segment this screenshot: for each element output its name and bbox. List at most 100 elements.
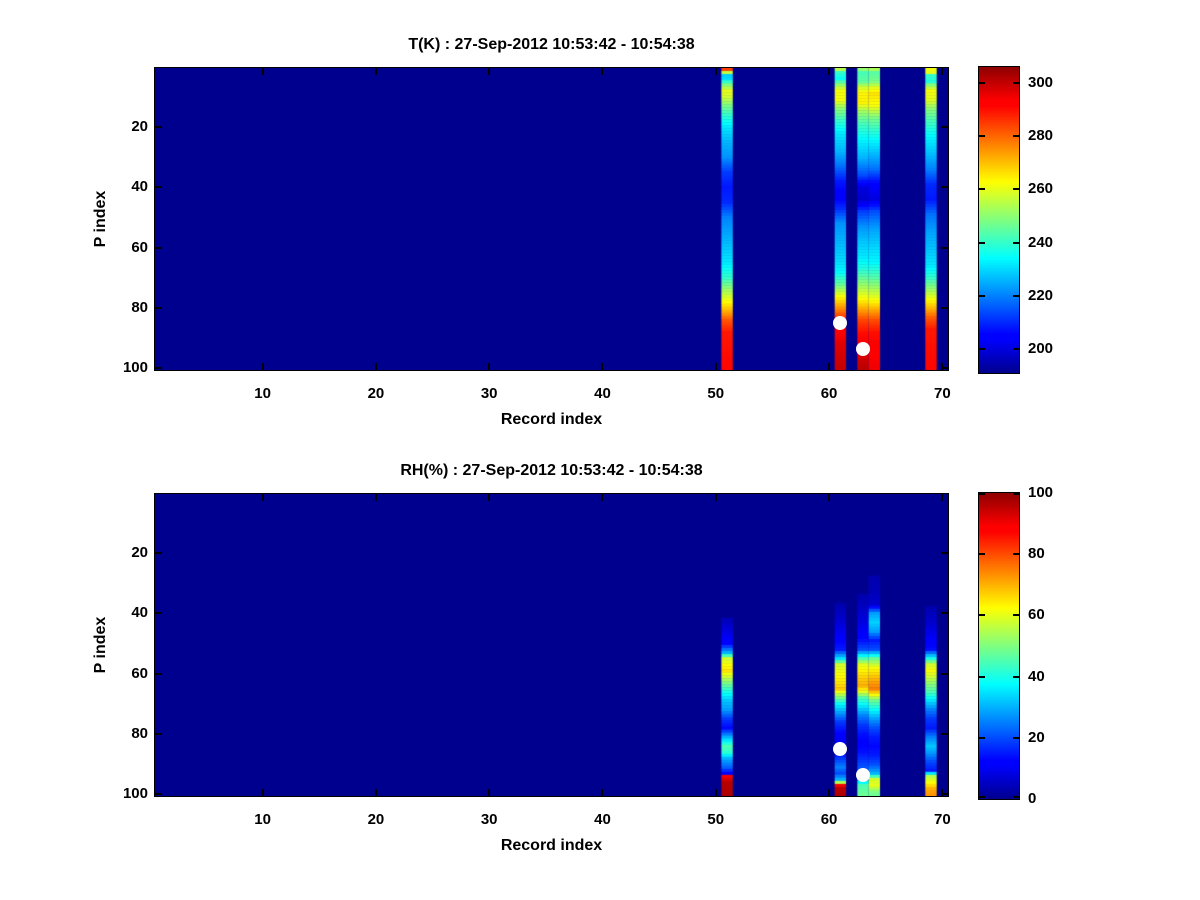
colorbar-tick-mark: [979, 736, 985, 739]
colorbar-tick-mark: [1013, 736, 1019, 739]
colorbar-tick-mark: [1013, 614, 1019, 617]
colorbar-tick-label: 0: [1028, 790, 1037, 807]
y-tick-mark: [941, 733, 948, 736]
observation-marker-dot: [833, 742, 848, 757]
y-tick-mark: [155, 246, 162, 249]
x-tick-label: 30: [480, 811, 498, 828]
temperature-x-axis-label: Record index: [500, 411, 603, 428]
x-tick-label: 60: [820, 385, 838, 402]
x-tick-mark: [828, 789, 831, 796]
colorbar-tick-mark: [979, 553, 985, 556]
x-tick-label: 60: [820, 811, 838, 828]
x-tick-label: 50: [707, 811, 725, 828]
x-tick-mark: [941, 363, 944, 370]
y-tick-label: 60: [131, 238, 148, 256]
colorbar-tick-mark: [979, 81, 985, 84]
colorbar-tick-label: 20: [1028, 728, 1045, 746]
x-tick-mark: [601, 494, 604, 501]
x-tick-mark: [374, 363, 377, 370]
y-tick-mark: [155, 307, 162, 310]
humidity-colorbar: [978, 492, 1020, 800]
colorbar-tick-mark: [1013, 493, 1019, 495]
x-tick-label: 40: [594, 811, 611, 828]
y-tick-label: 80: [131, 299, 148, 317]
humidity-plot-area: [154, 493, 949, 797]
x-tick-mark: [488, 363, 491, 370]
observation-marker-dot: [856, 767, 871, 782]
humidity-colorbar-canvas: [979, 493, 1019, 799]
colorbar-tick-mark: [979, 614, 985, 617]
y-tick-label: 60: [131, 664, 148, 682]
x-tick-label: 40: [594, 385, 611, 402]
colorbar-tick-mark: [979, 241, 985, 244]
y-tick-mark: [941, 246, 948, 249]
colorbar-tick-label: 60: [1028, 606, 1045, 624]
x-tick-label: 50: [707, 385, 725, 402]
y-tick-mark: [155, 733, 162, 736]
x-tick-label: 20: [367, 385, 385, 402]
x-tick-mark: [714, 494, 717, 501]
y-tick-label: 20: [131, 117, 148, 135]
temperature-plot-title: T(K) : 27-Sep-2012 10:53:42 - 10:54:38: [408, 36, 695, 53]
x-tick-mark: [828, 68, 831, 75]
x-tick-mark: [261, 494, 264, 501]
observation-marker-dot: [833, 316, 848, 331]
x-tick-mark: [261, 363, 264, 370]
colorbar-tick-mark: [979, 188, 985, 191]
y-tick-label: 80: [131, 725, 148, 743]
x-tick-mark: [374, 494, 377, 501]
colorbar-tick-mark: [1013, 241, 1019, 244]
y-tick-mark: [155, 186, 162, 189]
colorbar-tick-label: 260: [1028, 180, 1054, 198]
y-tick-mark: [155, 367, 162, 370]
x-tick-mark: [714, 363, 717, 370]
x-tick-mark: [828, 494, 831, 501]
y-tick-label: 40: [131, 604, 148, 622]
y-tick-mark: [155, 551, 162, 554]
x-tick-mark: [941, 789, 944, 796]
colorbar-tick-mark: [1013, 81, 1019, 84]
x-tick-mark: [261, 789, 264, 796]
y-tick-label: 40: [131, 178, 148, 196]
observation-marker-dot: [856, 341, 871, 356]
x-tick-mark: [828, 363, 831, 370]
colorbar-tick-label: 80: [1028, 545, 1045, 563]
colorbar-tick-label: 280: [1028, 127, 1054, 145]
y-tick-mark: [941, 186, 948, 189]
temperature-heatmap-canvas: [155, 68, 948, 370]
temperature-colorbar-canvas: [979, 67, 1019, 373]
colorbar-tick-mark: [979, 348, 985, 351]
y-tick-mark: [155, 793, 162, 796]
x-tick-label: 30: [480, 385, 498, 402]
x-tick-mark: [488, 68, 491, 75]
y-tick-label: 100: [122, 785, 148, 803]
humidity-x-axis-label: Record index: [500, 837, 603, 854]
y-tick-mark: [941, 793, 948, 796]
colorbar-tick-mark: [1013, 188, 1019, 191]
x-tick-mark: [374, 68, 377, 75]
y-tick-mark: [941, 307, 948, 310]
x-tick-mark: [488, 494, 491, 501]
colorbar-tick-label: 200: [1028, 340, 1054, 358]
x-tick-mark: [374, 789, 377, 796]
colorbar-tick-mark: [1013, 796, 1019, 798]
colorbar-tick-mark: [979, 493, 985, 495]
x-tick-mark: [941, 68, 944, 75]
colorbar-tick-label: 300: [1028, 73, 1054, 91]
colorbar-tick-mark: [979, 294, 985, 297]
colorbar-tick-label: 220: [1028, 286, 1054, 304]
colorbar-tick-label: 240: [1028, 233, 1054, 251]
x-tick-label: 70: [933, 385, 951, 402]
x-tick-label: 10: [254, 811, 271, 828]
y-tick-label: 100: [122, 359, 148, 377]
y-tick-mark: [941, 551, 948, 554]
x-tick-mark: [714, 789, 717, 796]
x-tick-label: 20: [367, 811, 385, 828]
x-tick-mark: [261, 68, 264, 75]
humidity-plot-title: RH(%) : 27-Sep-2012 10:53:42 - 10:54:38: [400, 462, 703, 479]
y-tick-label: 20: [131, 543, 148, 561]
temperature-plot-area: [154, 67, 949, 371]
